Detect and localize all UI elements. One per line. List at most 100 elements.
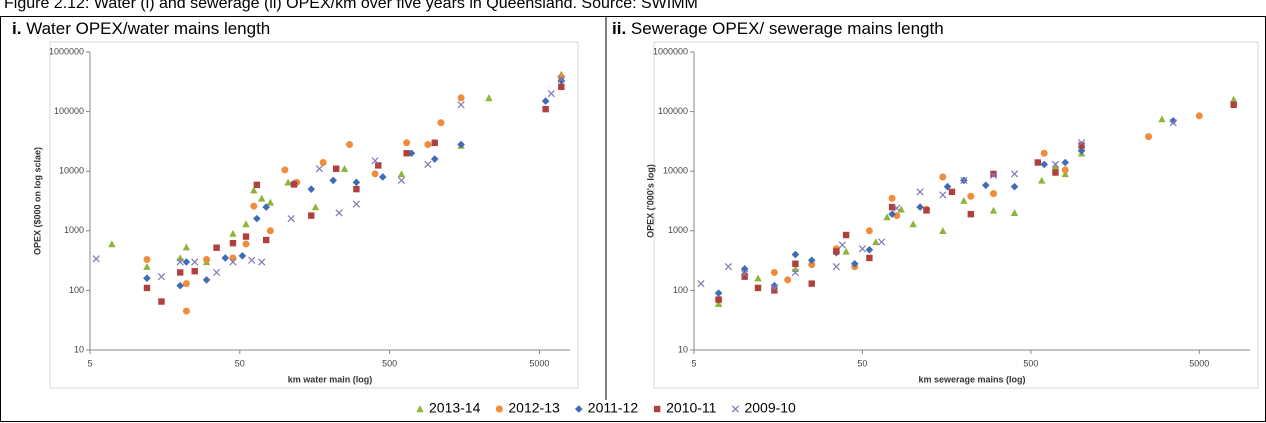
x-axis-title: km water main (log) <box>288 374 373 384</box>
marker <box>266 227 274 235</box>
marker <box>784 276 792 284</box>
marker <box>715 296 722 303</box>
x-tick-label: 5000 <box>529 358 549 368</box>
marker <box>191 258 199 266</box>
panel-title: Sewerage OPEX/ sewerage mains length <box>631 19 944 38</box>
marker <box>697 279 705 288</box>
marker <box>960 196 968 204</box>
marker <box>403 139 411 147</box>
x-tick-label: 500 <box>1023 358 1038 368</box>
marker <box>311 203 320 211</box>
marker <box>143 255 151 263</box>
marker <box>865 245 874 254</box>
marker <box>352 178 361 187</box>
panel-title: Water OPEX/water mains length <box>26 19 270 38</box>
marker <box>143 284 151 292</box>
marker <box>335 209 343 217</box>
marker <box>352 200 361 208</box>
marker <box>437 119 445 127</box>
marker <box>397 176 406 185</box>
marker <box>290 181 298 188</box>
marker <box>157 273 166 281</box>
marker <box>92 255 100 263</box>
y-tick-label: 100 <box>673 285 688 295</box>
marker <box>741 270 749 278</box>
marker <box>158 298 165 305</box>
marker <box>284 178 292 186</box>
marker <box>1229 95 1238 103</box>
panel-heading: i. Water OPEX/water mains length <box>12 19 270 38</box>
marker <box>842 247 850 255</box>
marker <box>229 239 237 247</box>
plot-frame <box>653 41 1259 389</box>
marker <box>281 166 289 174</box>
marker <box>939 191 947 199</box>
marker <box>287 215 295 223</box>
marker <box>770 284 778 292</box>
marker <box>329 176 337 185</box>
marker <box>143 262 151 270</box>
marker <box>877 238 886 246</box>
marker <box>714 299 723 307</box>
marker <box>1052 169 1059 176</box>
marker <box>346 141 354 149</box>
marker <box>108 240 116 248</box>
x-tick-label: 5 <box>691 358 696 368</box>
marker <box>1158 115 1166 123</box>
x-tick-label: 50 <box>235 358 245 368</box>
figure-caption: Figure 2.12: Water (i) and sewerage (ii)… <box>4 0 698 12</box>
marker <box>242 220 250 228</box>
marker <box>989 206 998 214</box>
marker <box>792 260 799 267</box>
legend-label: 2009-10 <box>744 400 796 416</box>
marker <box>229 258 237 266</box>
marker <box>838 241 846 249</box>
marker <box>888 203 896 211</box>
marker <box>866 254 873 262</box>
y-tick-label: 100000 <box>658 106 688 116</box>
marker <box>250 186 258 194</box>
y-tick-label: 1000 <box>64 225 84 235</box>
marker <box>872 238 880 246</box>
marker <box>542 105 549 113</box>
marker <box>1040 149 1048 157</box>
marker <box>203 255 211 263</box>
marker <box>340 165 349 172</box>
legend-label: 2013-14 <box>429 400 481 416</box>
marker <box>1010 209 1019 217</box>
marker <box>182 280 190 288</box>
marker <box>242 240 250 248</box>
marker <box>258 258 266 266</box>
marker <box>557 75 565 83</box>
marker <box>176 258 184 266</box>
marker <box>424 160 432 169</box>
marker <box>229 254 237 262</box>
marker <box>714 289 723 297</box>
marker <box>1040 160 1049 169</box>
marker <box>250 202 258 210</box>
x-tick-label: 500 <box>382 358 397 368</box>
marker <box>202 276 211 284</box>
y-tick-label: 100000 <box>54 106 84 116</box>
marker <box>808 261 816 269</box>
marker <box>430 155 439 163</box>
marker <box>724 263 733 271</box>
marker <box>1145 133 1153 141</box>
marker <box>1038 176 1046 184</box>
marker <box>989 190 997 198</box>
marker <box>807 256 816 265</box>
marker <box>923 207 930 214</box>
marker <box>424 141 432 149</box>
marker <box>893 204 901 212</box>
panel-label: ii. <box>612 19 626 38</box>
marker <box>741 273 748 280</box>
marker <box>943 182 952 191</box>
marker <box>431 139 438 146</box>
marker <box>485 94 493 102</box>
marker <box>981 181 990 190</box>
marker <box>221 254 230 262</box>
marker <box>1034 159 1042 166</box>
marker <box>457 101 465 109</box>
marker <box>176 281 184 290</box>
